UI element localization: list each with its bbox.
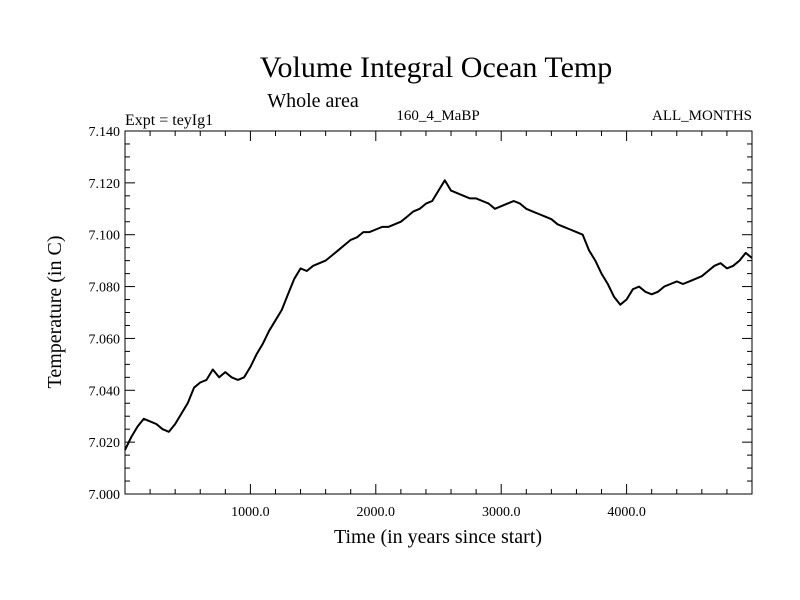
x-axis-ticks: 1000.0 2000.0 3000.0 4000.0 [124,131,753,520]
y-tick-label: 7.020 [89,436,121,451]
x-tick-label: 4000.0 [607,505,646,520]
y-tick-label: 7.100 [89,229,121,244]
temperature-series-line [124,179,753,451]
period-label: 160_4_MaBP [396,108,479,124]
x-tick-label: 1000.0 [231,505,270,520]
y-tick-label: 7.120 [89,177,121,192]
y-tick-label: 7.040 [89,384,121,399]
chart-title: Volume Integral Ocean Temp [260,51,613,84]
plot-frame [124,130,753,495]
y-axis-label: Temperature (in C) [44,236,66,389]
x-tick-label: 3000.0 [482,505,521,520]
months-label: ALL_MONTHS [652,108,752,124]
chart-subtitle: Whole area [267,90,359,112]
x-axis-label: Time (in years since start) [334,526,542,548]
y-tick-label: 7.060 [89,332,121,347]
y-tick-label: 7.140 [89,125,121,140]
y-axis-ticks: 7.000 7.020 7.040 7.060 7.080 7.100 7.120 7.140 [89,125,752,503]
y-tick-label: 7.080 [89,281,121,296]
y-tick-label: 7.000 [89,488,121,503]
experiment-label: Expt = teyIg1 [125,112,213,129]
x-tick-label: 2000.0 [357,505,396,520]
